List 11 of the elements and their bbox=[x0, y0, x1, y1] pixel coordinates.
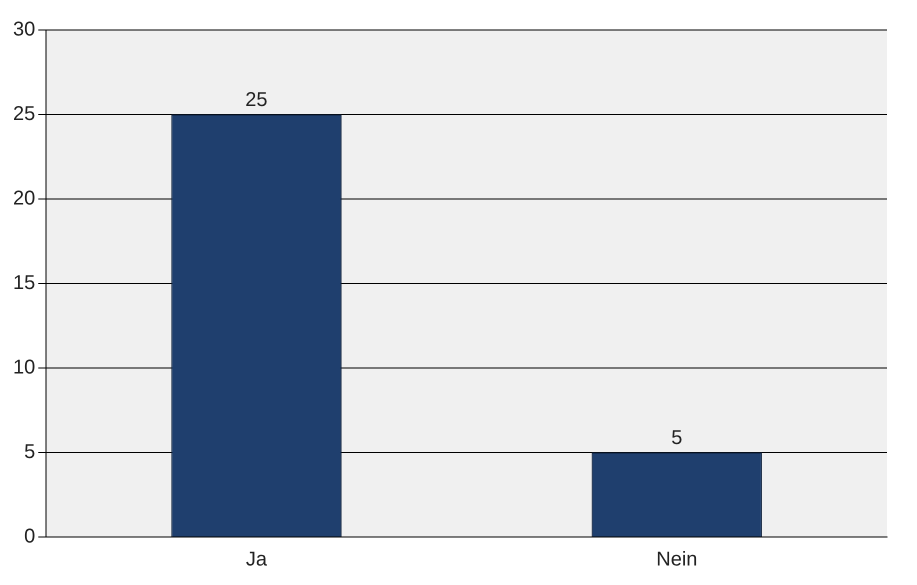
x-tick-label: Ja bbox=[246, 548, 268, 571]
y-tick-label: 30 bbox=[12, 18, 36, 41]
data-label: 5 bbox=[671, 427, 682, 450]
y-tick-label: 20 bbox=[12, 188, 36, 210]
y-tick-label: 25 bbox=[12, 103, 36, 126]
data-label: 25 bbox=[245, 89, 268, 112]
y-tick-label: 15 bbox=[12, 272, 36, 294]
y-tick-label: 5 bbox=[24, 441, 36, 464]
y-tick-label: 10 bbox=[12, 356, 36, 379]
x-tick-label: Nein bbox=[656, 548, 698, 571]
y-tick-label: 0 bbox=[24, 526, 36, 548]
